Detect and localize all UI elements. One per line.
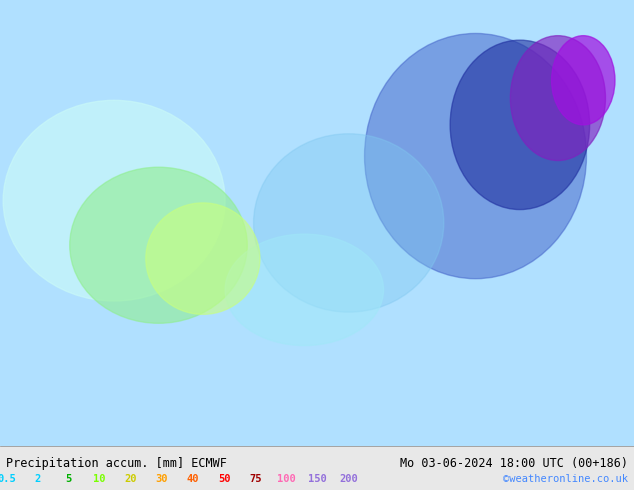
Text: 75: 75	[249, 474, 262, 484]
Ellipse shape	[70, 167, 247, 323]
Ellipse shape	[450, 40, 590, 210]
Text: 150: 150	[308, 474, 327, 484]
Text: Precipitation accum. [mm] ECMWF: Precipitation accum. [mm] ECMWF	[6, 457, 227, 470]
Ellipse shape	[552, 36, 615, 125]
Ellipse shape	[510, 36, 605, 161]
Ellipse shape	[146, 203, 260, 315]
Text: 0.5: 0.5	[0, 474, 16, 484]
Ellipse shape	[365, 33, 586, 279]
Text: 200: 200	[339, 474, 358, 484]
Text: 30: 30	[156, 474, 168, 484]
Text: 100: 100	[277, 474, 296, 484]
Text: 20: 20	[125, 474, 137, 484]
Text: 5: 5	[65, 474, 72, 484]
Text: ©weatheronline.co.uk: ©weatheronline.co.uk	[503, 474, 628, 484]
Text: 2: 2	[34, 474, 41, 484]
Ellipse shape	[254, 134, 444, 312]
Ellipse shape	[3, 100, 225, 301]
Text: Mo 03-06-2024 18:00 UTC (00+186): Mo 03-06-2024 18:00 UTC (00+186)	[399, 457, 628, 470]
Text: 40: 40	[187, 474, 199, 484]
Text: 50: 50	[218, 474, 230, 484]
Text: 10: 10	[93, 474, 106, 484]
Ellipse shape	[225, 234, 384, 345]
